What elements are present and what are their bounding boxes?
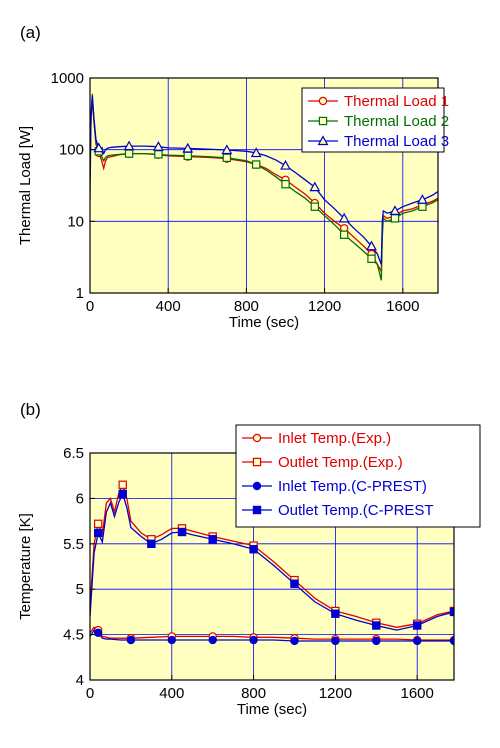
series-line-2 <box>90 482 454 628</box>
data-point <box>93 528 103 538</box>
chart-panel-a: 0 400 800 1200 1600 1 10 100 1000 Time (sec) Therm… <box>17 70 449 331</box>
y-tick-label: 10 <box>67 213 84 230</box>
legend-entry-3: Inlet Temp.(C-PREST) <box>278 478 427 495</box>
data-point <box>118 489 127 499</box>
legend-a: Thermal Load 1 Thermal Load 2 Thermal Load… <box>301 87 449 153</box>
y-tick-label: 5 <box>76 581 84 598</box>
data-point <box>412 636 422 646</box>
y-tick-label: 1 <box>76 285 84 302</box>
data-point <box>153 141 164 151</box>
x-tick-label: 1600 <box>401 685 434 702</box>
legend-swatch-marker <box>252 433 262 443</box>
y-tick-label: 100 <box>59 142 84 159</box>
series-line-3 <box>90 95 438 265</box>
data-point <box>93 142 105 153</box>
data-point <box>183 151 192 161</box>
y-axis-title-b: Temperature [K] <box>17 513 34 620</box>
data-point <box>331 609 340 618</box>
data-point <box>418 202 427 211</box>
data-point <box>124 149 134 158</box>
chart-panel-b: 0 400 800 1200 1600 4 4.5 5 5.5 6 6.5 Time (sec) Tem… <box>17 424 481 718</box>
data-point <box>338 212 350 223</box>
data-point <box>339 230 349 239</box>
x-tick-label: 1200 <box>308 298 341 315</box>
data-point <box>126 635 136 645</box>
panel-label-b: (b) <box>20 400 41 419</box>
data-point <box>249 635 258 645</box>
data-point <box>367 254 376 264</box>
data-point <box>208 535 217 544</box>
y-tick-label: 4.5 <box>63 627 84 644</box>
x-tick-label: 0 <box>86 298 94 315</box>
data-point <box>250 147 262 158</box>
data-point <box>372 621 381 630</box>
y-tick-label: 6.5 <box>63 445 84 462</box>
data-point <box>182 142 194 153</box>
legend-entry-1: Inlet Temp.(Exp.) <box>278 430 391 447</box>
data-point <box>154 150 163 159</box>
legend-b: Inlet Temp.(Exp.) Outlet Temp.(Exp.) Inlet… <box>235 424 481 528</box>
data-point <box>93 519 103 529</box>
y-tick-label: 6 <box>76 490 84 507</box>
x-tick-label: 1600 <box>386 298 419 315</box>
data-point <box>280 159 291 170</box>
legend-swatch-marker <box>252 457 262 467</box>
data-point <box>222 153 232 163</box>
series-line-2 <box>90 93 438 281</box>
data-point <box>251 160 261 169</box>
data-point <box>389 205 401 215</box>
legend-box <box>235 424 481 528</box>
x-tick-label: 1200 <box>319 685 352 702</box>
x-tick-label: 800 <box>234 298 259 315</box>
legend-entry-2: Thermal Load 2 <box>344 113 449 130</box>
plot-frame-a <box>89 77 439 294</box>
x-tick-label: 0 <box>86 685 94 702</box>
data-point <box>221 144 233 155</box>
data-point <box>416 194 428 204</box>
legend-swatch-marker <box>252 505 262 515</box>
data-point <box>309 181 321 192</box>
data-point <box>412 621 422 630</box>
data-point <box>281 179 290 189</box>
legend-entry-4: Outlet Temp.(C-PREST <box>278 502 434 519</box>
data-point <box>167 635 176 645</box>
y-tick-label: 5.5 <box>63 536 84 553</box>
x-axis-title-b: Time (sec) <box>237 701 307 718</box>
legend-entry-3: Thermal Load 3 <box>344 133 449 150</box>
data-point <box>177 527 187 537</box>
y-tick-label: 4 <box>76 672 84 689</box>
data-point <box>290 636 299 646</box>
x-tick-label: 400 <box>159 685 184 702</box>
data-point <box>331 636 340 646</box>
data-point <box>118 480 127 489</box>
data-point <box>93 628 103 637</box>
data-point <box>390 214 400 223</box>
data-point <box>249 545 258 554</box>
x-tick-label: 400 <box>156 298 181 315</box>
series-line-4 <box>90 492 454 631</box>
data-point <box>310 202 320 211</box>
legend-swatch-marker <box>318 116 328 126</box>
y-axis-title-a: Thermal Load [W] <box>17 126 34 245</box>
data-point <box>372 636 381 646</box>
x-axis-title-a: Time (sec) <box>229 314 299 331</box>
legend-entry-2: Outlet Temp.(Exp.) <box>278 454 403 471</box>
legend-entry-1: Thermal Load 1 <box>344 93 449 110</box>
data-point <box>123 140 135 151</box>
data-point <box>147 539 156 549</box>
data-point <box>366 240 377 251</box>
legend-swatch-marker <box>317 135 329 146</box>
legend-swatch-marker <box>318 96 328 106</box>
legend-swatch-marker <box>252 481 262 491</box>
data-point <box>208 635 217 645</box>
data-point <box>290 579 299 588</box>
panel-label-a: (a) <box>20 23 41 42</box>
y-tick-label: 1000 <box>51 70 84 87</box>
x-tick-label: 800 <box>241 685 266 702</box>
